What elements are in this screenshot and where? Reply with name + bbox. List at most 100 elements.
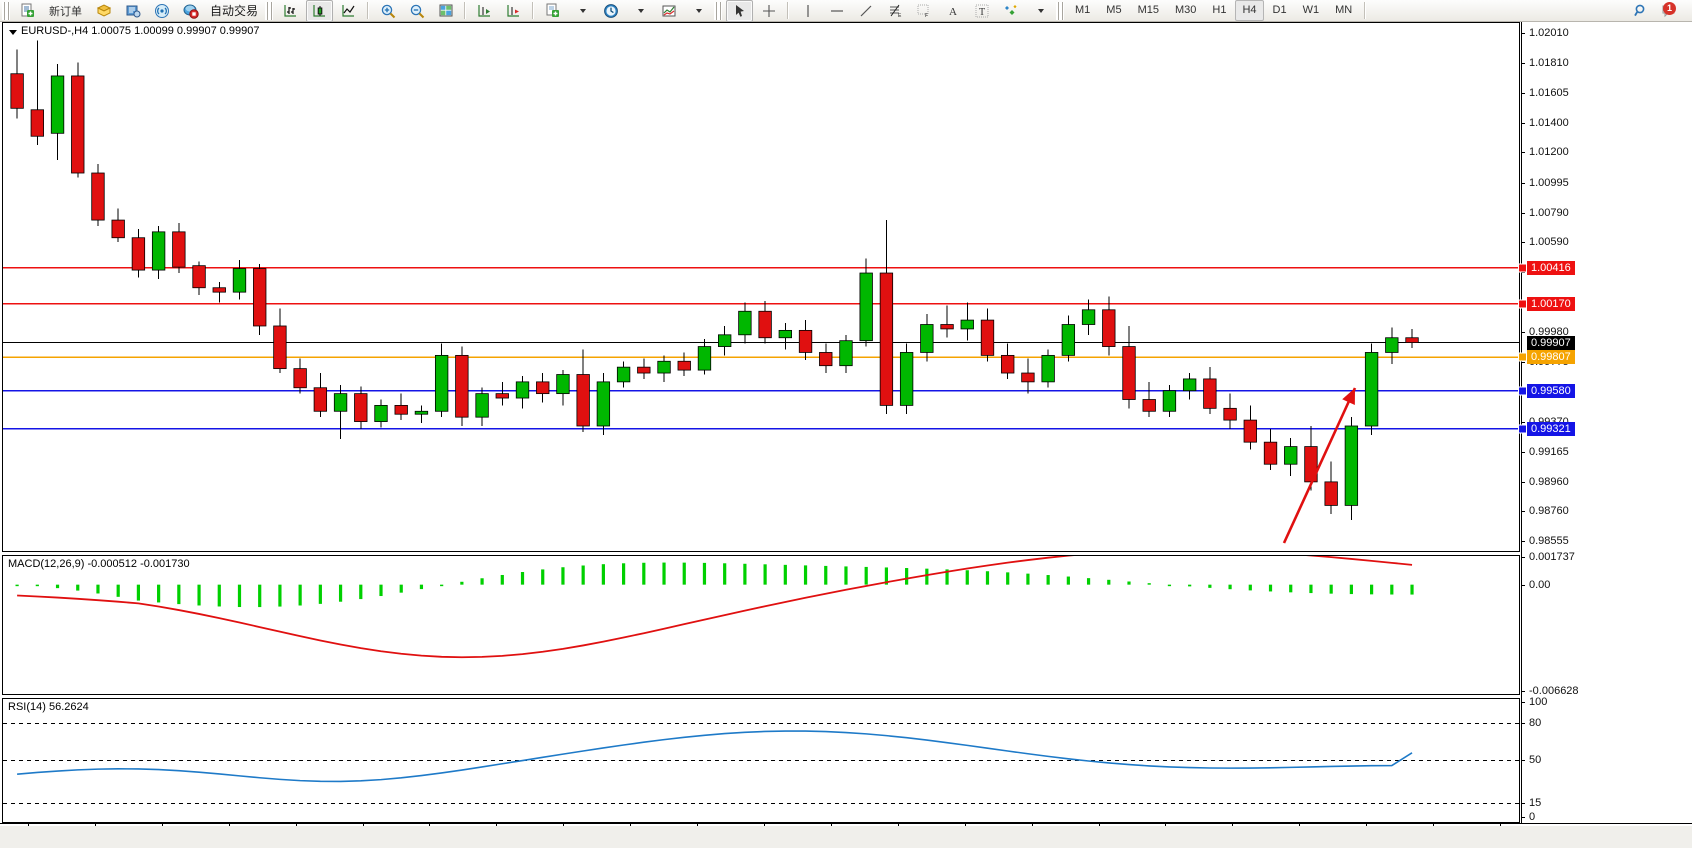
chat-icon[interactable]: 1 [1656,0,1683,22]
toolbar-grip-4[interactable] [1056,1,1065,20]
price-tick-label: 1.01810 [1529,56,1569,69]
chart-header-label: EURUSD-,H4 1.00075 1.00099 0.99907 0.999… [21,25,263,37]
new-order-button[interactable]: 新订单 [43,0,88,22]
chevron-down-icon-templates[interactable] [568,0,595,22]
toolbar-grip-2[interactable] [265,1,274,20]
toolbar-grip-3[interactable] [714,1,723,20]
price-tick-label: 1.00590 [1529,236,1569,249]
level-handle[interactable] [1518,352,1527,362]
axis-tick [1521,331,1525,333]
new-order-label: 新订单 [49,5,82,18]
chart-area[interactable]: EURUSD-,H4 1.00075 1.00099 0.99907 0.999… [0,22,1692,849]
level-handle[interactable] [1518,299,1527,309]
axis-tick [1521,33,1525,35]
axis-tick [1521,451,1525,453]
price-tick-label: 1.00995 [1529,176,1569,189]
fibo-icon[interactable]: E [881,0,908,22]
timeframe-m30[interactable]: M30 [1174,4,1197,16]
timeframe-m5[interactable]: M5 [1106,4,1122,16]
macd-tick-label: -0.006628 [1529,685,1579,697]
timeframe-m1[interactable]: M1 [1075,4,1091,16]
axis-tick [1521,511,1525,513]
data-window-icon[interactable] [432,0,459,22]
timeframe-h1[interactable]: H1 [1212,4,1227,16]
price-pane[interactable]: EURUSD-,H4 1.00075 1.00099 0.99907 0.999… [2,22,1520,552]
macd-pane[interactable]: MACD(12,26,9) -0.000512 -0.001730 [2,555,1520,695]
text-label-icon[interactable]: A [939,0,966,22]
vline-icon[interactable] [794,0,821,22]
axis-tick [1521,421,1525,423]
price-level-current[interactable]: 0.99907 [1527,335,1575,350]
axis-tick [1521,92,1525,94]
svg-text:A: A [949,6,957,18]
candlestick-icon[interactable] [306,0,334,22]
timeframe-m15[interactable]: M15 [1137,4,1159,16]
price-tick-label: 1.01605 [1529,86,1569,99]
price-axis[interactable]: 1.02010 1.01810 1.01605 1.01400 1.01200 1.009… [1518,22,1692,848]
chart-menu-caret-icon[interactable] [9,30,17,35]
autotrading-icon[interactable] [177,0,204,22]
chevron-down-icon-period[interactable] [626,0,653,22]
axis-tick [1521,481,1525,483]
price-level-resistance[interactable]: 1.00170 [1527,296,1575,311]
trendline-icon[interactable] [852,0,879,22]
price-level-resistance[interactable]: 1.00416 [1527,260,1575,275]
search-icon[interactable] [1627,0,1654,22]
rsi-tick-label: 80 [1529,716,1542,729]
crosshair-icon[interactable] [755,0,782,22]
price-tick-label: 0.98760 [1529,505,1569,518]
level-handle[interactable] [1518,263,1527,273]
price-level-pivot[interactable]: 0.99807 [1527,350,1575,365]
toolbar-grip[interactable] [2,1,10,20]
terminal-icon[interactable] [119,0,146,22]
chart-shift-icon[interactable] [471,0,498,22]
level-handle[interactable] [1518,386,1527,396]
chevron-down-icon-indicators[interactable] [684,0,711,22]
timeframe-w1[interactable]: W1 [1302,4,1320,16]
axis-tick [1521,541,1525,543]
line-chart-icon[interactable] [335,0,362,22]
axis-tick [1521,802,1525,804]
svg-text:E: E [898,13,902,19]
period-icon[interactable] [597,0,624,22]
templates-icon[interactable] [539,0,566,22]
rsi-plot [3,723,1519,805]
price-tick-label: 1.01400 [1529,117,1569,129]
axis-tick [1521,62,1525,64]
price-level-support[interactable]: 0.99321 [1527,421,1575,436]
cursor-icon[interactable] [726,0,754,22]
price-tick-label: 0.99980 [1529,325,1569,338]
timeframe-group: M1 M5 M15 M30 H1 H4 D1 W1 MN [1067,0,1360,21]
timeframe-mn[interactable]: MN [1335,4,1353,16]
chevron-down-icon-objects[interactable] [1026,0,1053,22]
axis-tick [1521,759,1525,761]
axis-tick [1521,722,1525,724]
autotrading-button[interactable]: 自动交易 [206,0,262,22]
timeframe-d1[interactable]: D1 [1272,4,1287,16]
macd-label: MACD(12,26,9) -0.000512 -0.001730 [8,558,193,570]
axis-tick [1521,362,1525,363]
axis-tick [1521,272,1525,274]
zoom-in-icon[interactable] [374,0,401,22]
objects-icon[interactable] [997,0,1024,22]
rsi-pane[interactable]: RSI(14) 56.2624 [2,698,1520,823]
text-icon[interactable]: T [968,0,995,22]
hline-icon[interactable] [823,0,850,22]
signal-icon[interactable] [148,0,175,22]
price-tick-label: 0.99165 [1529,445,1569,458]
rsi-tick-label: 0 [1529,811,1536,823]
rsi-label: RSI(14) 56.2624 [8,701,92,713]
new-order-icon[interactable] [14,0,41,22]
axis-tick [1521,584,1525,586]
wallet-icon[interactable] [90,0,117,22]
level-handle[interactable] [1518,424,1527,434]
indicators-icon[interactable] [655,0,682,22]
timeframe-h4[interactable]: H4 [1235,0,1264,21]
autoscroll-icon[interactable] [500,0,527,22]
channel-icon[interactable]: F [910,0,937,22]
price-level-support[interactable]: 0.99580 [1527,383,1575,398]
axis-tick [1521,152,1525,154]
macd-plot [15,556,1414,659]
zoom-out-icon[interactable] [403,0,430,22]
bar-chart-icon[interactable] [277,0,304,22]
